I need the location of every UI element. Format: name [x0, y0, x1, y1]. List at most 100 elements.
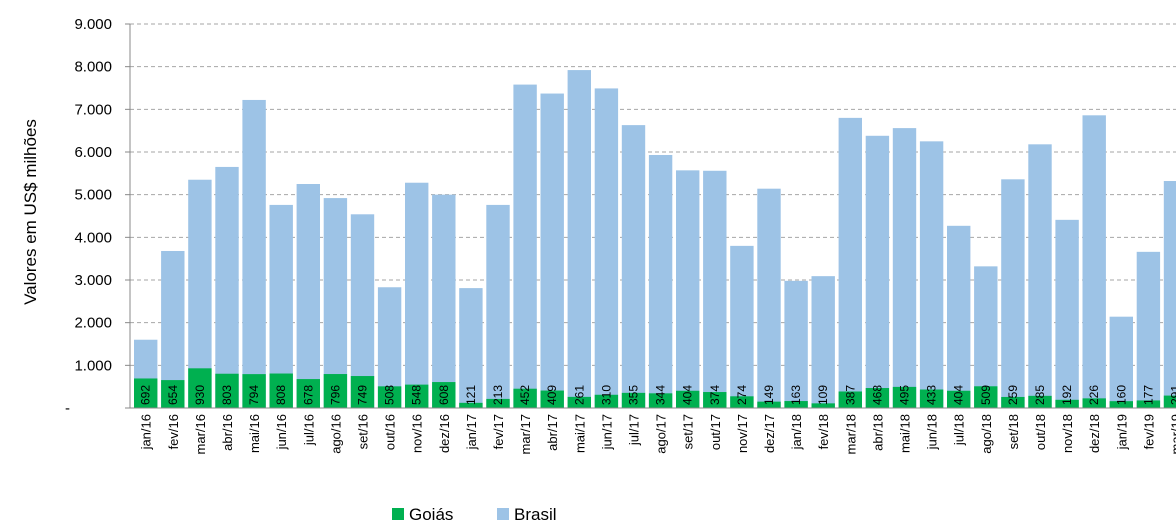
- goias-bar: [1136, 400, 1161, 408]
- brasil-bar: [215, 166, 239, 408]
- goias-bar: [242, 374, 266, 408]
- x-tick-label: mar/19: [1169, 414, 1176, 454]
- goias-bar: [323, 374, 348, 408]
- goias-data-label: 749: [356, 385, 370, 405]
- goias-data-label: 177: [1141, 385, 1155, 405]
- goias-data-label: 803: [220, 385, 234, 405]
- x-axis-ticks: jan/16 fev/16 mar/16 abr/16 mai/16 jun/16 jul/…: [139, 414, 1176, 454]
- goias-data-label: 261: [572, 385, 586, 405]
- goias-bar: [703, 392, 727, 408]
- y-tick-label: 2.000: [74, 315, 112, 332]
- legend: Goiás Brasil: [392, 505, 557, 524]
- goias-data-label: 452: [518, 385, 532, 405]
- goias-bar: [784, 401, 808, 408]
- goias-bar: [1082, 398, 1106, 408]
- goias-bar: [350, 376, 375, 408]
- goias-bar: [892, 386, 917, 408]
- goias-bar: [161, 380, 185, 408]
- brasil-bar: [757, 188, 781, 408]
- goias-bar: [377, 386, 402, 408]
- goias-data-label: 192: [1060, 385, 1074, 405]
- goias-data-label: 160: [1114, 385, 1128, 405]
- goias-data-label: 344: [654, 385, 668, 405]
- brasil-bar: [405, 182, 429, 408]
- goias-bar: [513, 388, 537, 408]
- brasil-bar: [567, 70, 591, 408]
- goias-data-labels: 692 654 930 803 794 808 678 796 749 508 548 608 121 2…: [139, 385, 1176, 405]
- y-tick-label: 6.000: [74, 144, 112, 161]
- goias-bar: [567, 396, 591, 408]
- brasil-bar: [838, 117, 862, 408]
- x-tick-label: ago/16: [328, 414, 343, 454]
- goias-data-label: 387: [843, 385, 857, 405]
- brasil-bar: [594, 88, 619, 408]
- goias-data-label: 310: [599, 385, 613, 405]
- brasil-bar: [676, 170, 700, 408]
- x-tick-label: nov/17: [735, 414, 750, 453]
- brasil-bar: [811, 276, 835, 408]
- y-tick-label: 5.000: [74, 187, 112, 204]
- x-tick-label: abr/18: [870, 414, 885, 451]
- goias-bar: [296, 379, 320, 408]
- goias-data-label: 291: [1169, 385, 1176, 405]
- goias-data-label: 374: [708, 385, 722, 405]
- goias-data-label: 808: [274, 385, 288, 405]
- x-tick-label: fev/17: [491, 414, 506, 449]
- x-tick-label: mar/16: [193, 414, 208, 454]
- y-axis-ticks: - 1.000 2.000 3.000 4.000 5.000 6.000 7.000 8.00…: [65, 16, 130, 417]
- brasil-bar: [1001, 179, 1025, 408]
- y-tick-label: 7.000: [74, 101, 112, 118]
- brasil-bar: [1082, 115, 1106, 408]
- brasil-bar: [919, 141, 944, 409]
- y-tick-label: 3.000: [74, 272, 112, 289]
- x-tick-label: jun/18: [925, 414, 940, 450]
- goias-data-label: 259: [1006, 385, 1020, 405]
- goias-bar: [594, 394, 619, 408]
- goias-data-label: 404: [952, 385, 966, 405]
- brasil-bar: [540, 93, 564, 409]
- goias-bar: [838, 391, 862, 408]
- goias-bar: [1001, 396, 1025, 408]
- goias-data-label: 409: [545, 385, 559, 405]
- x-tick-label: ago/17: [654, 414, 669, 454]
- goias-bar: [1109, 401, 1133, 408]
- brasil-bar: [892, 128, 917, 408]
- x-tick-label: dez/18: [1087, 414, 1102, 453]
- x-tick-label: fev/18: [816, 414, 831, 449]
- goias-bar: [919, 389, 944, 408]
- brasil-bar: [1136, 251, 1161, 408]
- x-tick-label: mai/17: [572, 414, 587, 453]
- x-tick-label: mai/18: [898, 414, 913, 453]
- goias-bar: [621, 392, 646, 408]
- brasil-bar: [730, 245, 754, 408]
- goias-data-label: 109: [816, 385, 830, 405]
- brasil-bar: [1109, 316, 1133, 408]
- goias-bars: [134, 368, 1176, 408]
- goias-data-label: 692: [139, 385, 153, 405]
- goias-bar: [405, 384, 429, 408]
- x-tick-label: set/17: [681, 414, 696, 449]
- brasil-bar: [1055, 219, 1079, 408]
- goias-data-label: 149: [762, 385, 776, 405]
- goias-bar: [730, 396, 754, 408]
- x-tick-label: mai/16: [247, 414, 262, 453]
- x-tick-label: nov/18: [1060, 414, 1075, 453]
- goias-data-label: 495: [898, 385, 912, 405]
- x-tick-label: out/17: [708, 414, 723, 450]
- goias-data-label: 608: [437, 385, 451, 405]
- brasil-bar: [974, 266, 998, 408]
- goias-bar: [676, 390, 700, 408]
- brasil-bar: [865, 135, 890, 408]
- brasil-bar: [350, 214, 375, 408]
- x-tick-label: jun/16: [274, 414, 289, 450]
- brasil-bar: [459, 288, 483, 408]
- y-tick-label: 9.000: [74, 16, 112, 33]
- goias-bar: [1028, 395, 1052, 408]
- goias-bar: [432, 382, 456, 408]
- y-tick-label: 8.000: [74, 59, 112, 76]
- goias-data-label: 274: [735, 385, 749, 405]
- brasil-bar: [486, 204, 510, 408]
- goias-bar: [1055, 399, 1079, 408]
- brasil-bars: [134, 70, 1176, 409]
- brasil-bar: [432, 194, 456, 408]
